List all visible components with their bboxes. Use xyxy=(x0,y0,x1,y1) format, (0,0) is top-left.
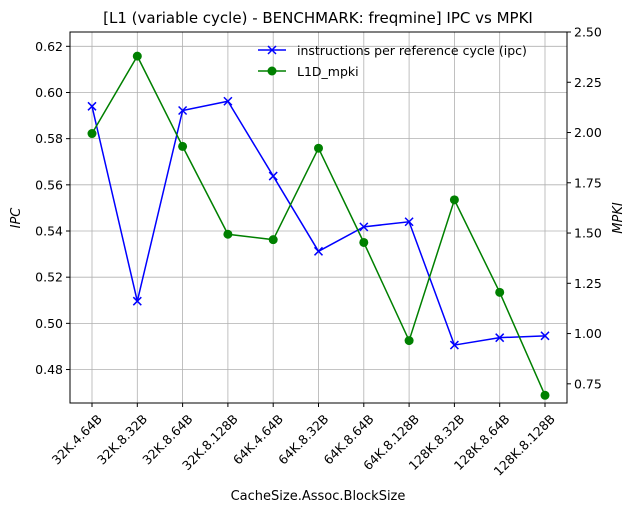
y-tick-label-left: 0.52 xyxy=(35,270,63,285)
mpki-point xyxy=(404,336,414,346)
ipc-point xyxy=(359,222,369,232)
legend-mpki-marker xyxy=(267,66,277,76)
legend-ipc-marker xyxy=(267,45,277,55)
mpki-point xyxy=(359,237,369,247)
y-tick-label-right: 1.75 xyxy=(574,175,602,190)
grid-layer xyxy=(70,32,567,403)
ipc-point xyxy=(313,246,324,256)
mpki-point xyxy=(178,141,188,151)
y-tick-label-left: 0.58 xyxy=(35,131,63,146)
y-tick-label-left: 0.56 xyxy=(35,177,63,192)
y-axis-label-right: MPKI xyxy=(611,202,626,234)
mpki-point xyxy=(268,235,278,245)
mpki-point xyxy=(495,287,505,297)
chart-title: [L1 (variable cycle) - BENCHMARK: freqmi… xyxy=(103,9,533,27)
series-layer xyxy=(87,51,550,400)
mpki-point xyxy=(132,51,142,61)
ipc-point xyxy=(540,331,550,341)
ipc-point xyxy=(132,296,142,306)
ipc-point xyxy=(87,101,97,111)
mpki-point xyxy=(540,390,550,400)
ipc-point xyxy=(178,105,188,116)
ipc-point xyxy=(404,217,414,227)
ipc-point xyxy=(223,96,233,106)
legend-label-mpki: L1D_mpki xyxy=(297,64,359,79)
y-tick-label-left: 0.62 xyxy=(35,39,63,54)
y-tick-label-right: 2.00 xyxy=(574,125,602,140)
ipc-point xyxy=(495,333,505,343)
mpki-point xyxy=(449,195,459,205)
mpki-point xyxy=(314,143,323,153)
y-tick-label-left: 0.48 xyxy=(35,362,63,377)
y-tick-label-right: 2.25 xyxy=(574,75,602,90)
legend: instructions per reference cycle (ipc) L… xyxy=(258,43,527,79)
x-axis-label: CacheSize.Assoc.BlockSize xyxy=(231,489,406,504)
mpki-point xyxy=(223,229,233,239)
mpki-point xyxy=(87,129,97,139)
y-tick-label-left: 0.50 xyxy=(35,316,63,331)
y-tick-label-left: 0.60 xyxy=(35,85,63,100)
y-tick-label-left: 0.54 xyxy=(35,224,63,239)
y-axis-label-left: IPC xyxy=(9,207,24,229)
legend-label-ipc: instructions per reference cycle (ipc) xyxy=(297,43,527,58)
y-tick-label-right: 1.00 xyxy=(574,326,602,341)
ipc-point xyxy=(268,171,278,181)
y-tick-label-right: 1.50 xyxy=(574,226,602,241)
y-tick-label-right: 1.25 xyxy=(574,276,602,291)
y-tick-label-right: 0.75 xyxy=(574,376,602,391)
ipc-point xyxy=(449,340,459,350)
y-tick-label-right: 2.50 xyxy=(574,25,602,40)
